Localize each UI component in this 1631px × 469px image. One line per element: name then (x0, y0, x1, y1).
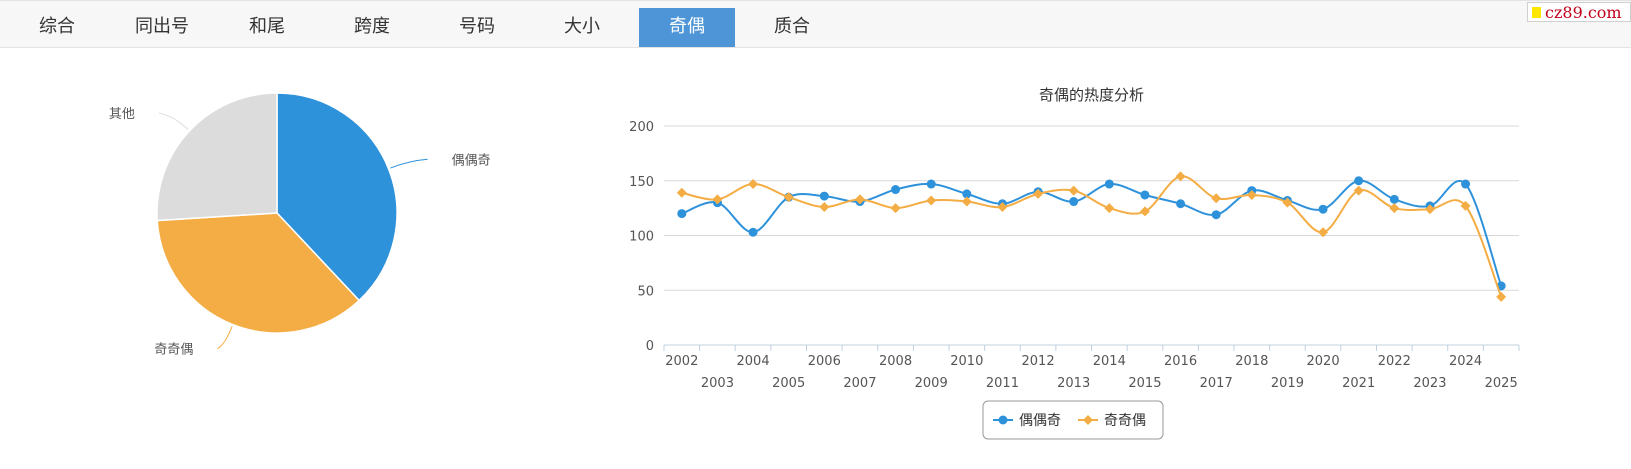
data-point[interactable] (1068, 185, 1079, 196)
pie-connector-line (390, 158, 428, 169)
data-point[interactable] (1211, 193, 1222, 204)
site-logo[interactable]: cz89.com (1527, 2, 1631, 22)
data-point[interactable] (890, 203, 901, 214)
site-logo-text: cz89.com (1545, 3, 1622, 22)
x-tick-label: 2003 (701, 376, 734, 391)
tab-bar: 综合 同出号 和尾 跨度 号码 大小 奇偶 质合 (0, 0, 1631, 48)
pie-slice-label: 其他 (109, 107, 135, 122)
chart-legend: 偶偶奇 奇奇偶 (982, 400, 1164, 440)
data-point[interactable] (1175, 171, 1186, 182)
x-tick-label: 2013 (1057, 376, 1090, 391)
x-tick-label: 2008 (879, 354, 912, 369)
data-point[interactable] (961, 196, 972, 207)
x-tick-label: 2007 (843, 376, 876, 391)
data-point[interactable] (748, 179, 759, 190)
legend-box (982, 400, 1164, 440)
tab-sum-tail[interactable]: 和尾 (249, 16, 285, 37)
data-point[interactable] (819, 202, 830, 213)
data-point[interactable] (997, 202, 1008, 213)
x-tick-label: 2018 (1235, 354, 1268, 369)
data-point[interactable] (676, 187, 687, 198)
data-point[interactable] (1140, 190, 1150, 200)
data-point[interactable] (1318, 227, 1329, 238)
x-tick-label: 2009 (915, 376, 948, 391)
x-tick-label: 2016 (1164, 354, 1197, 369)
y-tick-label: 50 (637, 284, 654, 299)
data-point[interactable] (748, 227, 758, 237)
data-point[interactable] (677, 209, 687, 219)
data-point[interactable] (819, 191, 829, 201)
y-tick-label: 0 (646, 339, 654, 354)
data-point[interactable] (1461, 179, 1471, 189)
data-point[interactable] (783, 192, 794, 203)
data-point[interactable] (1460, 200, 1471, 211)
pie-slice[interactable] (276, 92, 398, 302)
data-point[interactable] (1104, 203, 1115, 214)
data-point[interactable] (1354, 176, 1364, 186)
data-point[interactable] (854, 194, 865, 205)
data-point[interactable] (962, 189, 972, 199)
legend-item[interactable]: 偶偶奇 (1019, 412, 1061, 429)
pie-slice[interactable] (156, 92, 278, 222)
tab-span[interactable]: 跨度 (354, 16, 390, 37)
tab-numbers[interactable]: 号码 (459, 16, 495, 37)
data-point[interactable] (1176, 199, 1186, 209)
pie-connector-line (158, 112, 189, 130)
x-tick-label: 2025 (1485, 376, 1518, 391)
data-point[interactable] (712, 194, 723, 205)
series-line (681, 179, 1503, 287)
data-point[interactable] (1389, 194, 1399, 204)
x-tick-label: 2024 (1449, 354, 1482, 369)
x-tick-label: 2006 (808, 354, 841, 369)
x-tick-label: 2019 (1271, 376, 1304, 391)
data-point[interactable] (926, 179, 936, 189)
data-point[interactable] (891, 185, 901, 195)
logo-mark-icon (1532, 7, 1541, 18)
pie-slice-label: 偶偶奇 (452, 152, 491, 168)
data-point[interactable] (1424, 204, 1435, 215)
y-tick-label: 200 (629, 120, 654, 135)
x-tick-label: 2023 (1413, 376, 1446, 391)
data-point[interactable] (1353, 185, 1364, 196)
data-point[interactable] (1211, 210, 1221, 220)
tab-odd-even[interactable]: 奇偶 (639, 8, 735, 47)
legend-item[interactable]: 奇奇偶 (1104, 412, 1146, 429)
x-tick-label: 2020 (1307, 354, 1340, 369)
data-point[interactable] (1318, 204, 1328, 214)
tab-same-numbers[interactable]: 同出号 (135, 16, 189, 37)
data-point[interactable] (1104, 179, 1114, 189)
tab-big-small[interactable]: 大小 (564, 16, 600, 37)
data-point[interactable] (1139, 206, 1150, 217)
x-tick-label: 2004 (737, 354, 770, 369)
x-tick-label: 2021 (1342, 376, 1375, 391)
x-tick-label: 2012 (1022, 354, 1055, 369)
data-point[interactable] (1389, 203, 1400, 214)
x-tick-label: 2017 (1200, 376, 1233, 391)
x-tick-label: 2011 (986, 376, 1019, 391)
legend-circle-icon (998, 415, 1008, 425)
y-tick-label: 100 (629, 230, 654, 245)
pie-slice[interactable] (156, 212, 361, 334)
x-tick-label: 2010 (950, 354, 983, 369)
tab-overview[interactable]: 综合 (39, 16, 75, 37)
tab-prime-composite[interactable]: 质合 (774, 16, 810, 37)
data-point[interactable] (1282, 197, 1293, 208)
legend-diamond-icon (1083, 415, 1093, 425)
data-point[interactable] (1246, 189, 1257, 200)
x-tick-label: 2022 (1378, 354, 1411, 369)
data-point[interactable] (1496, 291, 1507, 302)
x-tick-label: 2005 (772, 376, 805, 391)
data-point[interactable] (1033, 188, 1044, 199)
pie-connector-line (217, 326, 233, 350)
line-chart: 奇偶的热度分析050100150200200220032004200520062… (629, 86, 1520, 440)
x-tick-label: 2002 (665, 354, 698, 369)
data-point[interactable] (1069, 197, 1079, 207)
pie-slice-label: 奇奇偶 (154, 342, 193, 358)
x-tick-label: 2015 (1128, 376, 1161, 391)
data-point[interactable] (926, 195, 937, 206)
x-tick-label: 2014 (1093, 354, 1126, 369)
y-tick-label: 150 (629, 175, 654, 190)
chart-title: 奇偶的热度分析 (1039, 86, 1144, 104)
